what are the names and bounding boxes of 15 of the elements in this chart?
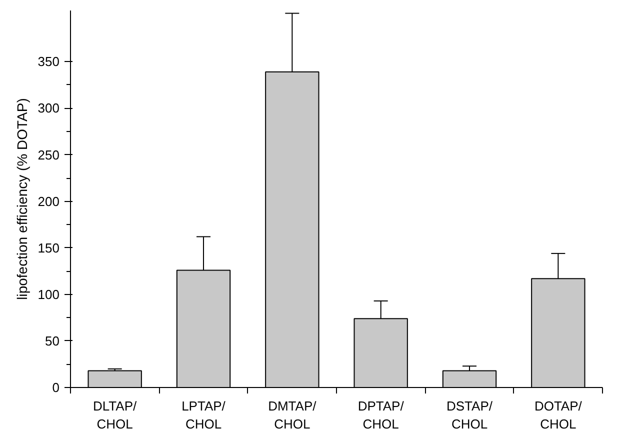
y-tick-label: 300 [38, 100, 60, 116]
x-tick-label: DLTAP/ CHOL [93, 398, 138, 432]
x-tick-label: LPTAP/ CHOL [182, 398, 226, 432]
y-tick-label: 350 [38, 54, 60, 70]
x-tick-label: DOTAP/ CHOL [534, 398, 582, 432]
y-tick-label: 100 [38, 286, 60, 302]
y-tick-label: 150 [38, 240, 60, 256]
x-tick-label: DPTAP/ CHOL [358, 398, 404, 432]
y-tick-label: 200 [38, 194, 60, 209]
x-tick-label: DSTAP/ CHOL [446, 398, 493, 432]
y-tick-label: 50 [45, 333, 60, 348]
y-tick-label: 250 [38, 147, 60, 162]
y-tick-label: 0 [52, 380, 60, 395]
y-axis-title: lipofection efficiency (% DOTAP) [14, 98, 30, 300]
x-tick-label: DMTAP/ CHOL [268, 398, 317, 432]
